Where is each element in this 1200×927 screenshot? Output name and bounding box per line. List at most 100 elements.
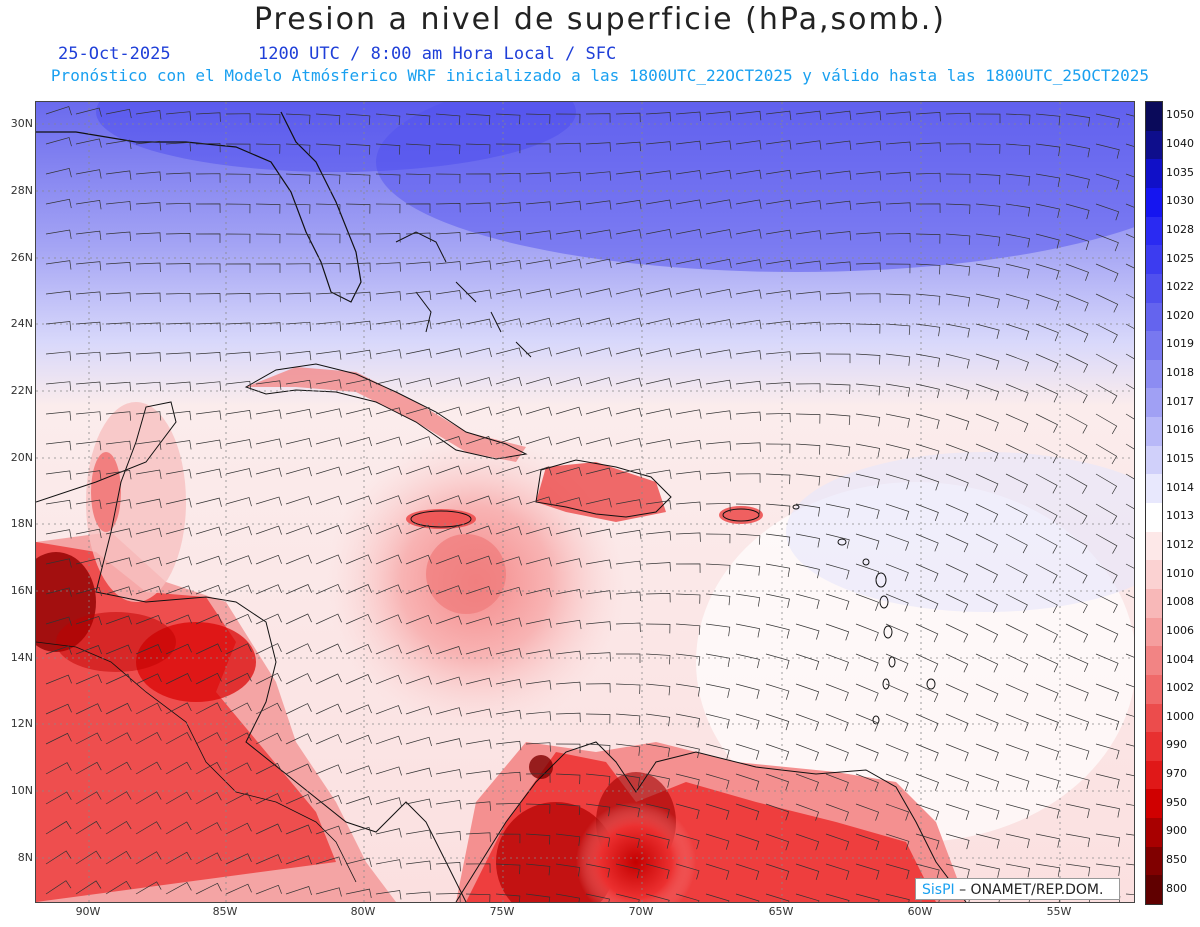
wind-barb (885, 623, 909, 642)
wind-barb (675, 773, 700, 789)
wind-barb (1065, 593, 1088, 614)
wind-barb (45, 499, 72, 510)
wind-barb (555, 259, 582, 269)
wind-barb (225, 584, 252, 595)
wind-barb (855, 473, 880, 489)
wind-barb (405, 436, 432, 446)
wind-barb (615, 591, 642, 602)
wind-barb (885, 383, 911, 397)
wind-barb (825, 170, 852, 180)
wind-barb (435, 831, 462, 841)
color-scale-level: 1015 (1166, 452, 1194, 466)
color-scale-level: 800 (1166, 881, 1187, 895)
wind-barb (825, 443, 851, 456)
wind-barbs (45, 106, 1134, 902)
wind-barb (735, 199, 762, 209)
wind-barb (75, 528, 102, 539)
forecast-date: 25-Oct-2025 (58, 44, 171, 64)
wind-barb (1035, 743, 1060, 761)
wind-barb (795, 260, 822, 271)
wind-barb (1125, 383, 1134, 390)
wind-barb (165, 202, 191, 213)
wind-barb (1035, 323, 1059, 342)
wind-barb (705, 288, 732, 299)
wind-barb (945, 743, 969, 762)
wind-barb (525, 496, 552, 506)
wind-barb (435, 406, 462, 416)
wind-barb (195, 672, 222, 685)
wind-barb (225, 883, 252, 895)
wind-barb (825, 200, 852, 211)
wind-barb (375, 859, 402, 869)
wind-barb (645, 803, 670, 819)
wind-barb (465, 555, 492, 565)
wind-barb (555, 436, 582, 446)
wind-barb (705, 563, 731, 575)
wind-barb (735, 833, 760, 851)
wind-barb (75, 557, 102, 568)
wind-barb (915, 533, 939, 552)
wind-barb (1095, 293, 1119, 313)
wind-barb (885, 202, 911, 212)
wind-barb (765, 169, 792, 180)
wind-barb (825, 261, 852, 271)
wind-barb (255, 233, 281, 244)
wind-barb (405, 891, 432, 901)
wind-barb (1065, 533, 1088, 554)
wind-barb (675, 378, 702, 389)
wind-barb (495, 347, 522, 357)
wind-barb (735, 229, 762, 239)
wind-barb (1005, 773, 1030, 790)
wind-barb (105, 791, 132, 805)
wind-barb (255, 409, 282, 419)
wind-barb (1005, 323, 1030, 341)
color-scale-cell (1146, 789, 1162, 819)
wind-barb (1005, 503, 1028, 524)
wind-barb (315, 825, 342, 835)
wind-barb (375, 828, 402, 838)
wind-barb (525, 803, 551, 814)
wind-barb (765, 563, 791, 578)
wind-barb (285, 350, 312, 361)
wind-barb (675, 593, 701, 604)
color-scale-level: 1000 (1166, 709, 1194, 723)
wind-barb (1065, 473, 1088, 494)
wind-barb (555, 712, 581, 723)
wind-barb (75, 499, 102, 509)
color-scale-level: 1022 (1166, 280, 1194, 294)
wind-barb (765, 473, 791, 485)
wind-barb (675, 683, 701, 697)
wind-barb (555, 171, 581, 182)
color-scale-level: 970 (1166, 767, 1187, 781)
wind-barb (885, 833, 910, 851)
wind-barb (915, 833, 940, 850)
wind-barb (75, 230, 102, 241)
wind-barb (945, 533, 969, 553)
wind-barb (615, 803, 641, 818)
wind-barb (585, 863, 611, 878)
color-scale-cell (1146, 674, 1162, 704)
wind-barb (285, 203, 311, 214)
wind-barb (975, 563, 998, 583)
wind-barb (735, 411, 762, 422)
wind-barb (165, 263, 191, 273)
wind-barb (465, 465, 492, 475)
wind-barb (285, 466, 312, 477)
wind-barb (285, 554, 312, 565)
wind-barb (1125, 173, 1134, 178)
wind-barb (195, 410, 222, 420)
wind-barb (1065, 653, 1089, 673)
color-scale-cell (1146, 159, 1162, 189)
wind-barb (1005, 233, 1031, 248)
wind-barb (405, 645, 432, 655)
wind-barb (945, 563, 969, 583)
wind-barb (555, 376, 582, 387)
wind-barb (285, 143, 311, 155)
wind-barb (285, 886, 312, 896)
wind-barb (945, 863, 970, 879)
color-scale-level: 1025 (1166, 251, 1194, 265)
wind-barb (1005, 263, 1030, 279)
wind-barb (915, 713, 939, 732)
wind-barb (135, 292, 161, 303)
wind-barb (165, 702, 192, 715)
